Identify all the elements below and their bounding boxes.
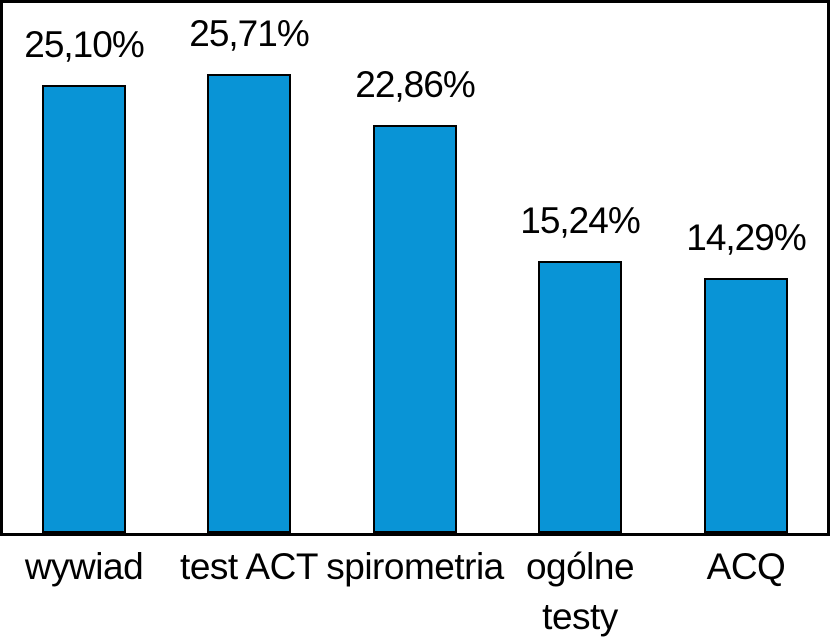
bar-3 — [373, 125, 457, 533]
category-label-3: spirometria — [326, 546, 504, 587]
category-label-5: ACQ — [706, 546, 786, 587]
category-label-2: test ACT — [180, 546, 318, 587]
bar-4 — [538, 261, 622, 533]
bar-2 — [207, 74, 291, 533]
bar-1 — [42, 85, 126, 533]
value-label-4: 15,24% — [520, 200, 641, 241]
bar-5 — [704, 278, 788, 533]
category-label-4: ogólne testy — [525, 546, 635, 637]
value-label-3: 22,86% — [355, 64, 476, 105]
category-label-1: wywiad — [24, 546, 144, 587]
value-label-5: 14,29% — [686, 217, 807, 258]
value-label-1: 25,10% — [24, 24, 145, 65]
value-label-2: 25,71% — [189, 13, 310, 54]
